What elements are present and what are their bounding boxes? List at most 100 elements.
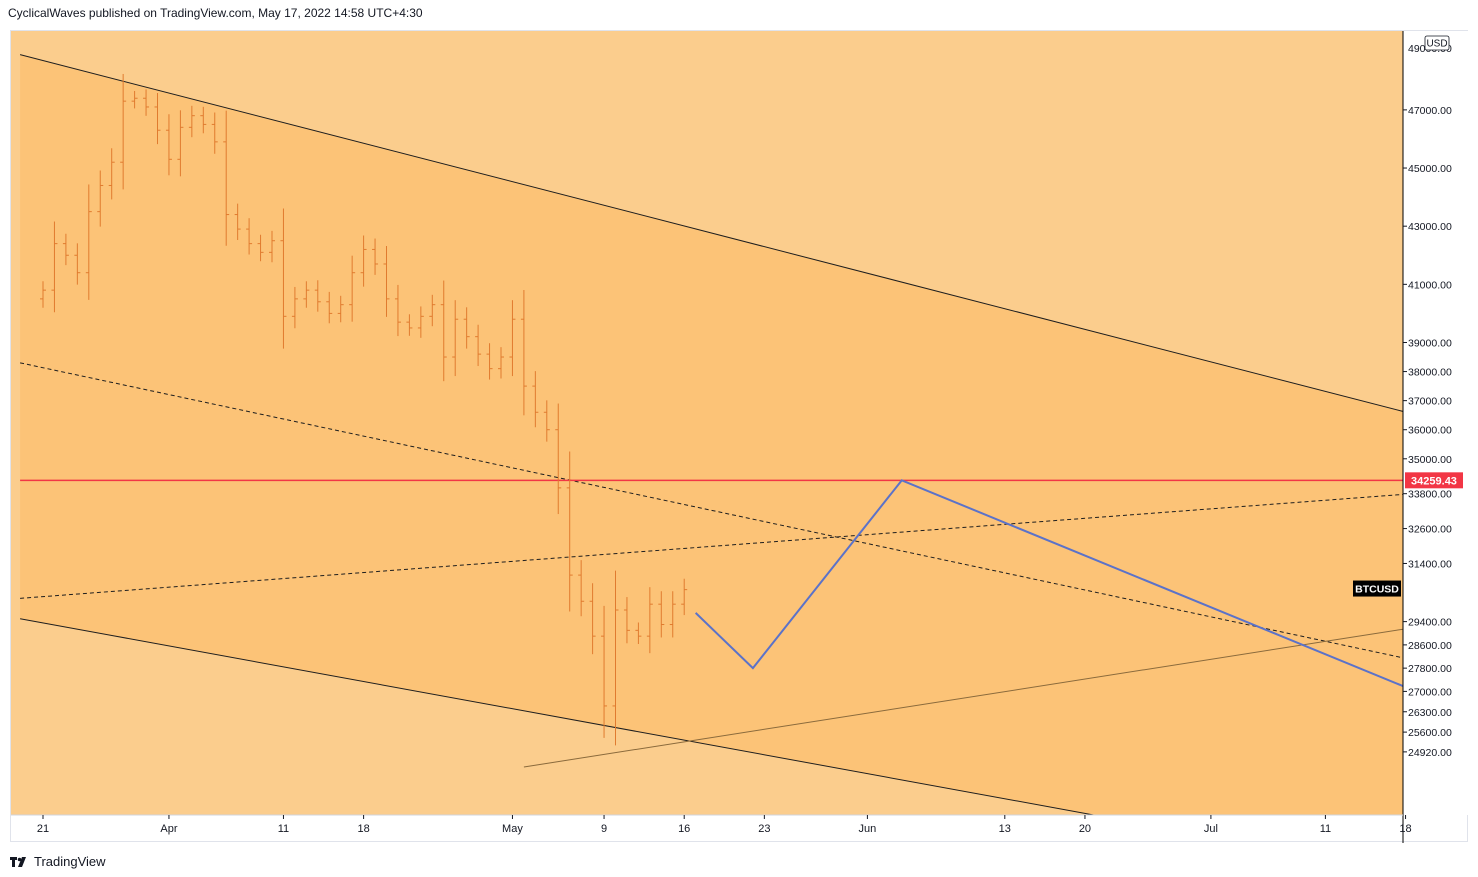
time-tick-label: Apr xyxy=(160,823,177,835)
time-tick-label: 23 xyxy=(758,823,770,835)
middle-channel-line[interactable] xyxy=(19,362,1451,668)
candle[interactable] xyxy=(612,570,619,746)
time-tick-label: 21 xyxy=(37,823,49,835)
candle[interactable] xyxy=(131,90,138,109)
rising-support-line[interactable] xyxy=(523,622,1451,768)
candle[interactable] xyxy=(74,243,81,285)
channel-band-lower xyxy=(20,362,1403,815)
candle[interactable] xyxy=(520,290,527,416)
candle[interactable] xyxy=(429,294,436,327)
candle[interactable] xyxy=(40,281,46,308)
candle[interactable] xyxy=(165,114,172,176)
price-tick-label: 29400.00 xyxy=(1408,617,1452,629)
projection-path[interactable] xyxy=(694,479,1452,706)
upper-channel-line[interactable] xyxy=(19,54,1451,424)
candle[interactable] xyxy=(211,112,218,154)
candle[interactable] xyxy=(578,560,585,617)
candle[interactable] xyxy=(601,605,608,738)
price-tick-label: 47000.00 xyxy=(1408,105,1452,117)
time-tick-label: Jun xyxy=(859,823,877,835)
price-tick-label: 41000.00 xyxy=(1408,279,1452,291)
price-tick-label: 27800.00 xyxy=(1408,663,1452,675)
candle[interactable] xyxy=(475,324,482,367)
candle[interactable] xyxy=(177,110,184,177)
candle[interactable] xyxy=(394,284,401,337)
time-tick-label: 18 xyxy=(357,823,369,835)
candle[interactable] xyxy=(85,184,92,300)
price-tick-label: 33800.00 xyxy=(1408,489,1452,501)
candle[interactable] xyxy=(681,578,688,616)
channel-band-upper xyxy=(20,54,1403,658)
time-tick-label: 16 xyxy=(678,823,690,835)
candle[interactable] xyxy=(120,73,127,190)
candle[interactable] xyxy=(269,230,275,263)
price-tick-label: 24920.00 xyxy=(1408,747,1452,759)
candle[interactable] xyxy=(154,93,161,145)
candle[interactable] xyxy=(257,234,264,262)
candle[interactable] xyxy=(188,105,195,138)
candle[interactable] xyxy=(486,343,493,380)
price-tick-label: 26300.00 xyxy=(1408,707,1452,719)
candle[interactable] xyxy=(349,255,356,322)
chart-frame[interactable]: 47000.00 45000.00 43000.00 41000.00 39000.00… xyxy=(10,30,1469,843)
candle[interactable] xyxy=(555,403,562,515)
candle[interactable] xyxy=(509,300,516,377)
price-tick-label: 28600.00 xyxy=(1408,640,1452,652)
candle[interactable] xyxy=(280,208,287,349)
candle[interactable] xyxy=(669,591,676,638)
currency-label: USD xyxy=(1426,39,1447,50)
publisher-header: CyclicalWaves published on TradingView.c… xyxy=(8,6,423,20)
candle[interactable] xyxy=(303,281,310,308)
candle[interactable] xyxy=(143,89,150,116)
candle[interactable] xyxy=(108,148,115,200)
candle[interactable] xyxy=(234,203,241,240)
symbol-label: BTCUSD xyxy=(1355,584,1399,596)
time-tick-label: 11 xyxy=(278,823,289,835)
candle[interactable] xyxy=(463,307,470,349)
symbol-badge[interactable] xyxy=(1353,580,1401,597)
lower-channel-line[interactable] xyxy=(20,618,1451,843)
candle[interactable] xyxy=(326,291,333,324)
candle[interactable] xyxy=(383,245,390,317)
candle[interactable] xyxy=(337,295,344,323)
candle[interactable] xyxy=(97,170,104,227)
candle[interactable] xyxy=(635,622,642,645)
candle[interactable] xyxy=(532,371,539,428)
tradingview-branding[interactable]: TradingView xyxy=(10,854,106,869)
candle[interactable] xyxy=(406,314,413,336)
price-axis[interactable]: 47000.00 45000.00 43000.00 41000.00 39000.00… xyxy=(1403,31,1469,815)
candle[interactable] xyxy=(314,280,321,312)
candle[interactable] xyxy=(291,286,298,329)
candle[interactable] xyxy=(360,235,367,287)
candle[interactable] xyxy=(51,221,58,313)
time-axis[interactable]: 21 Apr 11 18 May 9 16 23 Jun 13 20 Jul 11 18 xyxy=(37,815,1412,835)
candle[interactable] xyxy=(372,238,379,275)
price-tick-label: 39000.00 xyxy=(1408,337,1452,349)
candle[interactable] xyxy=(200,106,207,134)
candle[interactable] xyxy=(623,597,630,644)
price-tick-label: 36000.00 xyxy=(1408,425,1452,437)
candle[interactable] xyxy=(452,300,459,377)
candle[interactable] xyxy=(246,218,253,255)
currency-badge[interactable] xyxy=(1424,35,1450,51)
price-tick-label: 31400.00 xyxy=(1408,558,1452,570)
price-chart[interactable]: 47000.00 45000.00 43000.00 41000.00 39000.00… xyxy=(11,31,1469,843)
time-tick-label: May xyxy=(502,823,523,835)
price-tick-label: 38000.00 xyxy=(1408,367,1452,379)
candle[interactable] xyxy=(498,347,504,379)
candle[interactable] xyxy=(658,591,665,638)
price-level-badge[interactable] xyxy=(1405,472,1463,489)
candle[interactable] xyxy=(440,280,447,382)
price-tick-label: 43000.00 xyxy=(1408,221,1452,233)
candle[interactable] xyxy=(223,110,230,246)
candle[interactable] xyxy=(566,451,573,612)
tradingview-logo-icon xyxy=(10,856,26,867)
candle[interactable] xyxy=(417,306,424,338)
candle[interactable] xyxy=(646,587,653,654)
candle[interactable] xyxy=(589,583,596,655)
price-tick-label: 32600.00 xyxy=(1408,524,1452,536)
rising-dotted-line[interactable] xyxy=(20,491,1451,599)
candle[interactable] xyxy=(62,233,69,266)
candle[interactable] xyxy=(543,400,550,442)
price-tick-label: 45000.00 xyxy=(1408,163,1452,175)
